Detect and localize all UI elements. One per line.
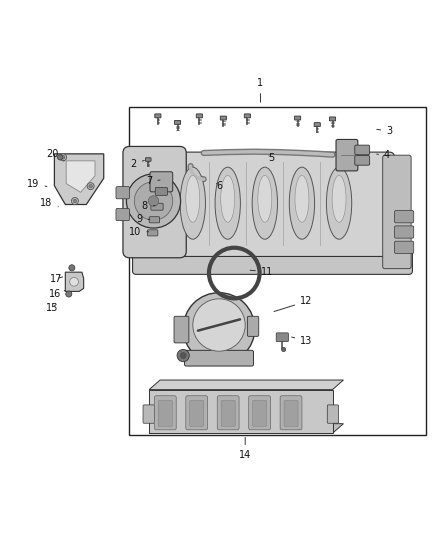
FancyBboxPatch shape — [135, 152, 395, 256]
FancyBboxPatch shape — [276, 333, 288, 342]
FancyBboxPatch shape — [155, 188, 167, 195]
Text: 12: 12 — [274, 296, 312, 311]
Text: 19: 19 — [27, 179, 47, 189]
Text: 11: 11 — [250, 266, 273, 277]
Ellipse shape — [215, 167, 240, 239]
Polygon shape — [149, 380, 343, 390]
Circle shape — [57, 155, 63, 160]
Text: 15: 15 — [46, 303, 58, 313]
FancyBboxPatch shape — [184, 350, 254, 366]
Text: 20: 20 — [46, 149, 64, 161]
Ellipse shape — [295, 175, 309, 222]
FancyBboxPatch shape — [355, 145, 370, 155]
Ellipse shape — [332, 175, 346, 222]
Ellipse shape — [326, 167, 352, 239]
FancyBboxPatch shape — [155, 114, 161, 118]
FancyBboxPatch shape — [355, 156, 370, 165]
FancyBboxPatch shape — [123, 147, 186, 258]
Polygon shape — [149, 424, 343, 433]
FancyBboxPatch shape — [395, 211, 414, 223]
Circle shape — [66, 291, 72, 297]
Text: 18: 18 — [40, 198, 58, 208]
Text: 4: 4 — [377, 150, 390, 160]
Circle shape — [87, 183, 94, 190]
FancyBboxPatch shape — [148, 230, 158, 236]
FancyBboxPatch shape — [247, 316, 259, 336]
Polygon shape — [65, 272, 84, 292]
Ellipse shape — [258, 175, 272, 222]
FancyBboxPatch shape — [158, 400, 172, 426]
Ellipse shape — [180, 167, 205, 239]
FancyBboxPatch shape — [145, 158, 151, 161]
Circle shape — [282, 348, 286, 352]
Ellipse shape — [221, 175, 235, 222]
FancyBboxPatch shape — [395, 241, 414, 253]
Text: 8: 8 — [142, 201, 155, 211]
FancyBboxPatch shape — [190, 400, 204, 426]
FancyBboxPatch shape — [151, 203, 163, 210]
FancyBboxPatch shape — [220, 116, 226, 120]
Text: 16: 16 — [49, 288, 65, 298]
Ellipse shape — [252, 167, 278, 239]
Text: 17: 17 — [50, 274, 63, 284]
Text: 10: 10 — [129, 228, 148, 237]
Circle shape — [73, 199, 77, 203]
Text: 5: 5 — [268, 153, 275, 163]
Text: 2: 2 — [131, 159, 145, 169]
FancyBboxPatch shape — [249, 395, 271, 430]
FancyBboxPatch shape — [196, 114, 202, 118]
Circle shape — [61, 156, 65, 159]
FancyBboxPatch shape — [244, 114, 251, 118]
Bar — [130, 107, 426, 434]
Circle shape — [69, 265, 75, 271]
Ellipse shape — [186, 175, 200, 222]
Circle shape — [148, 196, 159, 206]
FancyBboxPatch shape — [217, 395, 239, 430]
Text: 7: 7 — [146, 176, 160, 187]
Bar — [149, 390, 332, 433]
Circle shape — [89, 184, 92, 188]
Circle shape — [70, 277, 78, 286]
FancyBboxPatch shape — [116, 187, 130, 199]
FancyBboxPatch shape — [174, 120, 180, 124]
FancyBboxPatch shape — [383, 155, 411, 269]
FancyBboxPatch shape — [329, 117, 336, 121]
Circle shape — [177, 350, 189, 362]
FancyBboxPatch shape — [186, 395, 208, 430]
Text: 9: 9 — [137, 214, 150, 224]
Circle shape — [127, 174, 180, 228]
FancyBboxPatch shape — [150, 172, 173, 192]
Circle shape — [183, 293, 255, 364]
Polygon shape — [66, 161, 95, 192]
Circle shape — [134, 182, 173, 220]
FancyBboxPatch shape — [294, 116, 300, 120]
Ellipse shape — [289, 167, 314, 239]
Polygon shape — [54, 154, 104, 205]
Text: 3: 3 — [377, 126, 392, 136]
FancyBboxPatch shape — [143, 405, 154, 423]
Circle shape — [71, 198, 78, 205]
FancyBboxPatch shape — [336, 140, 358, 171]
FancyBboxPatch shape — [154, 395, 176, 430]
FancyBboxPatch shape — [133, 244, 413, 274]
Circle shape — [60, 154, 67, 161]
Text: 14: 14 — [239, 438, 251, 460]
Circle shape — [180, 352, 186, 359]
FancyBboxPatch shape — [116, 208, 130, 221]
Circle shape — [193, 299, 245, 351]
FancyBboxPatch shape — [149, 217, 159, 223]
FancyBboxPatch shape — [221, 400, 235, 426]
FancyBboxPatch shape — [284, 400, 298, 426]
FancyBboxPatch shape — [327, 405, 339, 423]
FancyBboxPatch shape — [280, 395, 302, 430]
Text: 6: 6 — [216, 181, 222, 191]
Text: 13: 13 — [292, 336, 312, 346]
FancyBboxPatch shape — [395, 226, 414, 238]
FancyBboxPatch shape — [253, 400, 267, 426]
FancyBboxPatch shape — [314, 123, 320, 126]
Text: 1: 1 — [258, 78, 264, 102]
FancyBboxPatch shape — [174, 316, 189, 343]
